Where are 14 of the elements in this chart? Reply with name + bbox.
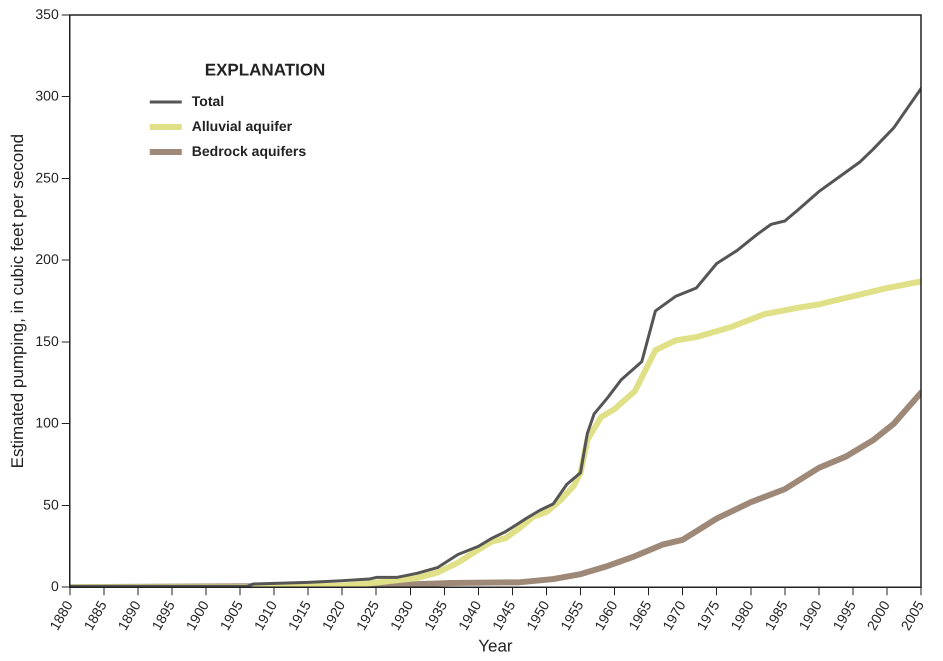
y-tick-label: 50	[43, 496, 59, 512]
y-tick-label: 300	[35, 88, 59, 104]
y-tick-label: 150	[35, 332, 59, 349]
y-axis-title: Estimated pumping, in cubic feet per second	[8, 134, 27, 468]
x-axis-title: Year	[478, 636, 513, 656]
y-tick-label: 200	[35, 251, 59, 268]
legend-label: Alluvial aquifer	[192, 118, 293, 134]
y-tick-label: 250	[35, 169, 59, 186]
legend-label: Bedrock aquifers	[192, 142, 306, 159]
y-tick-label: 0	[50, 578, 59, 594]
legend-label: Total	[192, 92, 224, 109]
y-tick-label: 100	[35, 414, 59, 431]
y-tick-label: 350	[35, 6, 59, 22]
legend-title: EXPLANATION	[204, 60, 326, 80]
